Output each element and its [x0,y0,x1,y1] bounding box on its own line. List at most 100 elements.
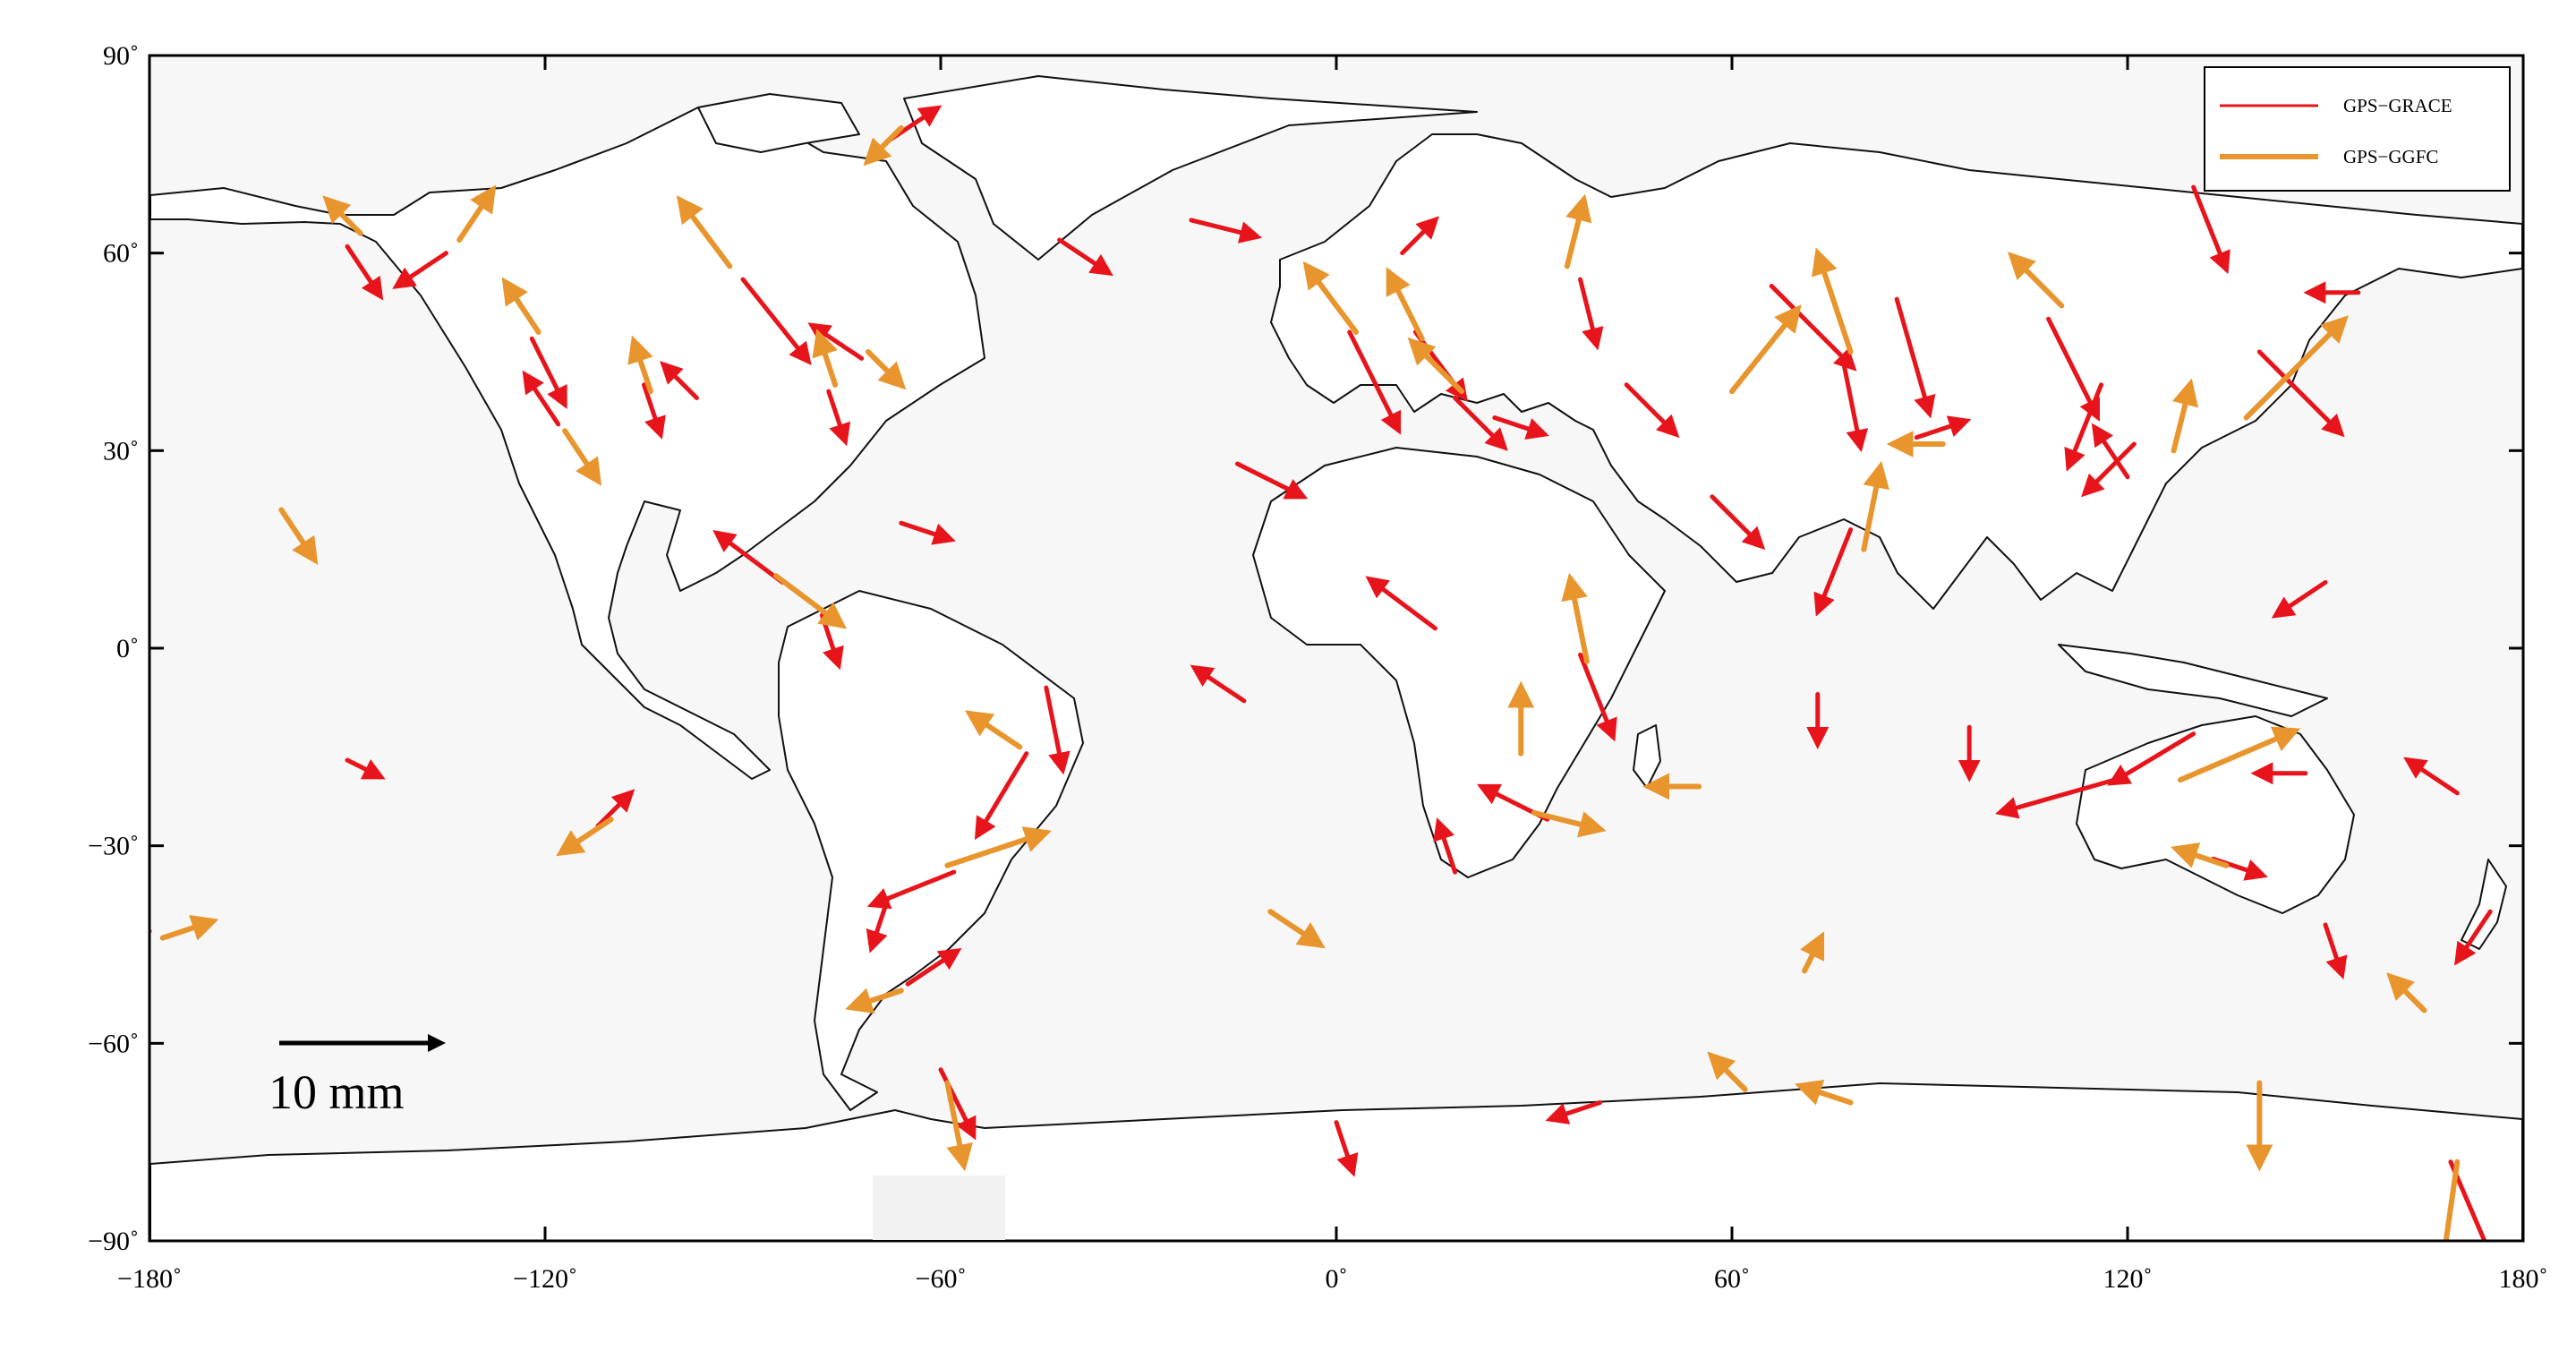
vector-gps-ggfc [865,349,907,390]
vector-gps-ggfc [1302,261,1360,335]
vector-gps-ggfc [772,573,848,629]
vector-gps-grace [1624,382,1680,439]
vector-gps-grace [2448,1159,2487,1241]
vector-gps-ggfc [1531,809,1607,838]
vector-gps-grace [1044,685,1070,775]
vector-gps-grace [1813,527,1854,617]
vector-gps-ggfc [2177,726,2301,783]
vector-gps-grace [2403,757,2460,796]
vector-gps-grace [2107,731,2196,786]
x-tick-label: 180˚ [2499,1264,2548,1294]
vector-gps-grace [2191,184,2231,275]
vector-gps-grace [595,789,635,829]
land-new-zealand [2461,859,2507,950]
vector-gps-ggfc [322,195,363,236]
vector-gps-grace [1453,395,1508,451]
vector-gps-grace [1365,576,1437,631]
vector-gps-grace [1189,218,1263,244]
vector-gps-grace [1433,817,1458,875]
vector-gps-ggfc [964,710,1023,750]
legend-label-ggfc: GPS−GGFC [2343,146,2438,167]
vector-gps-grace [826,389,851,447]
x-tick-label: −60˚ [916,1264,967,1294]
land-australia [2076,715,2355,914]
land-south-america [778,590,1084,1111]
vector-gps-ggfc [1267,909,1326,949]
vector-gps-grace [1235,461,1309,500]
vector-gps-ggfc [944,1080,973,1172]
blank-patch [873,1176,1005,1240]
y-tick-label: 30˚ [103,436,139,466]
vector-gps-ggfc [944,826,1052,868]
x-tick-label: 0˚ [1326,1264,1348,1294]
vector-gps-grace [740,277,812,365]
vector-gps-grace [2256,349,2345,438]
vector-gps-grace [1492,415,1549,440]
vector-gps-grace [1894,296,1936,419]
vector-gps-grace [2081,441,2137,498]
vector-gps-grace [529,336,567,409]
land-indonesia [2058,644,2328,717]
land-greenland [903,75,1478,261]
vector-gps-ggfc [1800,931,1825,974]
vector-gps-grace [1578,652,1617,742]
vector-gps-ggfc [159,915,219,941]
vector-gps-grace [1710,494,1766,551]
vector-gps-grace [1545,1100,1603,1124]
vector-gps-grace [899,520,956,545]
vector-gps-ggfc [676,195,733,269]
vector-layer [149,105,2493,1241]
vector-gps-grace [1578,277,1604,351]
land-antarctica [149,1082,2523,1241]
vector-gps-grace [1400,216,1439,256]
vector-gps-grace [974,751,1029,841]
vector-gps-grace [345,244,384,301]
vector-gps-grace [2454,909,2493,966]
vector-gps-ggfc [456,184,497,243]
vector-gps-ggfc [2443,1159,2461,1241]
vector-gps-grace [1841,363,1869,453]
y-tick-label: −60˚ [88,1029,139,1058]
vector-gps-grace [1769,283,1857,372]
vector-gps-grace [642,382,666,440]
vector-gps-grace [866,896,891,953]
vector-gps-ggfc [1812,247,1854,355]
vector-gps-ggfc [1729,304,1802,395]
vector-gps-ggfc [845,988,904,1014]
vector-gps-ggfc [1407,337,1464,395]
y-tick-label: 90˚ [103,41,139,71]
vector-gps-grace [345,757,386,780]
vector-gps-ggfc [2243,315,2349,421]
vector-gps-ggfc [1795,1079,1854,1106]
legend-label-grace: GPS−GRACE [2343,95,2452,116]
axis-layer: −180˚ −120˚ −60˚ 0˚ 60˚ 120˚ 180˚ 90˚ 60˚ 30˚ 0˚ −3… [88,41,2547,1294]
vector-gps-ggfc [812,329,839,388]
land-africa [1252,447,1666,878]
vector-gps-ggfc [1707,1051,1748,1092]
vector-gps-grace [660,361,699,400]
x-tick-label: −120˚ [513,1264,577,1294]
vector-gps-grace [1334,1120,1359,1177]
vector-gps-grace [1995,777,2117,819]
vector-gps-grace [938,1067,977,1141]
vector-gps-grace [2064,382,2104,472]
x-tick-label: −180˚ [117,1264,182,1294]
vector-gps-grace [1190,664,1247,704]
vector-gps-ggfc [1861,460,1889,552]
vector-gps-grace [2323,922,2348,980]
legend-box [2204,66,2511,192]
vector-gps-ggfc [1564,193,1592,269]
vector-gps-ggfc [1386,267,1425,342]
legend: GPS−GRACE GPS−GGFC [2204,66,2511,192]
x-tick-label: 120˚ [2103,1264,2153,1294]
vector-gps-grace [1057,237,1113,277]
y-tick-label: 60˚ [103,239,139,269]
vector-gps-grace [712,529,785,585]
land-eurasia [1270,133,2523,610]
vector-gps-grace [1914,415,1972,440]
vector-gps-grace [905,947,962,987]
vector-gps-ggfc [501,277,542,335]
land-layer [149,75,2523,1241]
vector-gps-ggfc [278,507,319,566]
